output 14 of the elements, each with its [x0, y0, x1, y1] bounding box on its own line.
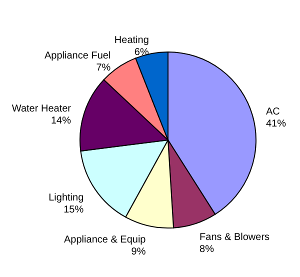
data-label: 15% — [64, 204, 84, 216]
slice-label: Appliance & Equip — [64, 234, 146, 246]
data-label: 41% — [266, 118, 286, 130]
data-label: 8% — [200, 244, 214, 256]
slice-label: Water Heater — [12, 103, 72, 114]
slice-label: Lighting — [48, 192, 84, 204]
data-label: 7% — [96, 62, 111, 74]
data-label: 6% — [134, 46, 149, 58]
slice-label: AC — [266, 106, 280, 118]
slice-label: Appliance Fuel — [44, 50, 111, 62]
slice-label: Fans & Blowers — [200, 232, 270, 244]
data-label: 9% — [131, 246, 146, 258]
slice-label: Heating — [114, 34, 149, 46]
data-label: 14% — [50, 115, 72, 126]
